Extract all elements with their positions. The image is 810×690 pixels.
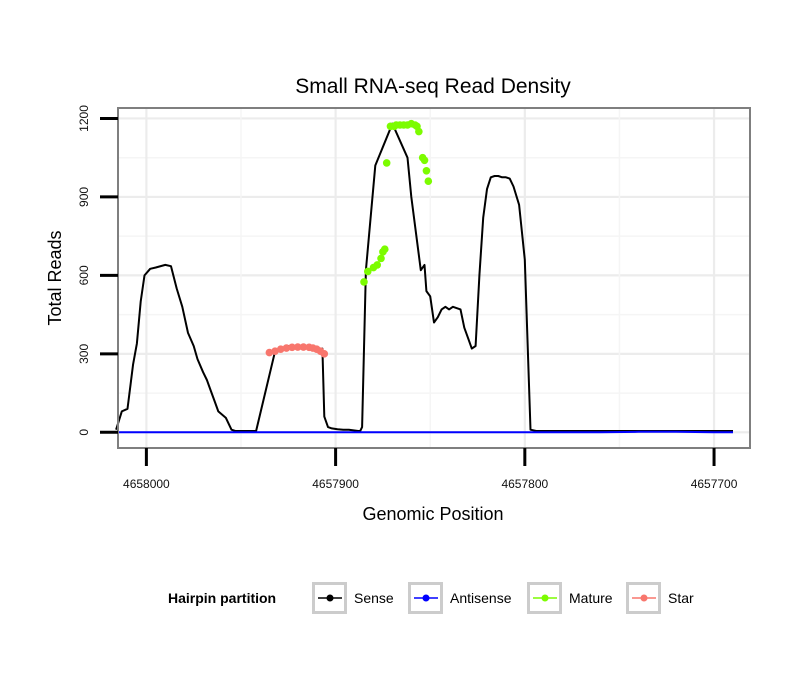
data-point-star [282,344,291,352]
x-tick-label: 4657700 [691,477,738,491]
data-point-mature [363,267,372,276]
x-tick-label: 4657900 [312,477,359,491]
legend-key-point [422,594,430,602]
legend-label-star: Star [668,590,694,606]
data-point-mature [381,245,389,254]
data-point-star [320,350,329,358]
legend-title: Hairpin partition [168,590,276,606]
data-point-mature [373,261,382,269]
series-lines [115,122,733,434]
series-points [265,119,433,358]
legend-key-point [541,594,549,602]
data-point-mature [377,254,385,263]
data-point-mature [420,156,429,165]
x-tick-label: 4657800 [501,477,548,491]
legend-key-point [326,594,334,602]
data-point-star [276,345,285,353]
y-tick-label: 900 [77,187,91,207]
data-point-mature [422,166,431,175]
chart-title: Small RNA-seq Read Density [295,75,571,98]
plot-background [118,108,750,448]
y-axis-title: Total Reads [45,230,65,325]
series-line-sense [115,122,733,432]
legend-label-sense: Sense [354,590,394,606]
y-axis: 0 300 600 900 1200 [77,105,118,436]
y-tick-label: 1200 [77,105,91,132]
legend-key-point [640,594,648,602]
plot-frame [117,107,751,449]
data-point-mature [424,177,433,186]
x-axis-title: Genomic Position [362,504,503,524]
y-tick-label: 600 [77,265,91,285]
series-line-antisense [116,430,733,434]
data-point-mature [415,127,423,136]
y-tick-label: 300 [77,344,91,364]
data-point-star [293,343,302,351]
legend-items: Sense Antisense Mature Star [312,582,694,614]
data-point-star [265,348,274,357]
data-point-mature [382,159,391,167]
y-tick-label: 0 [77,429,91,436]
legend: Hairpin partition Sense Antisense Mature St… [168,582,694,614]
x-axis: 4658000 4657900 4657800 4657700 [123,448,738,491]
data-point-star [299,343,308,351]
x-tick-label: 4658000 [123,477,170,491]
data-point-star [288,343,296,352]
data-point-mature [360,278,368,286]
legend-label-antisense: Antisense [450,590,512,606]
grid-lines [118,108,750,448]
legend-label-mature: Mature [569,590,613,606]
